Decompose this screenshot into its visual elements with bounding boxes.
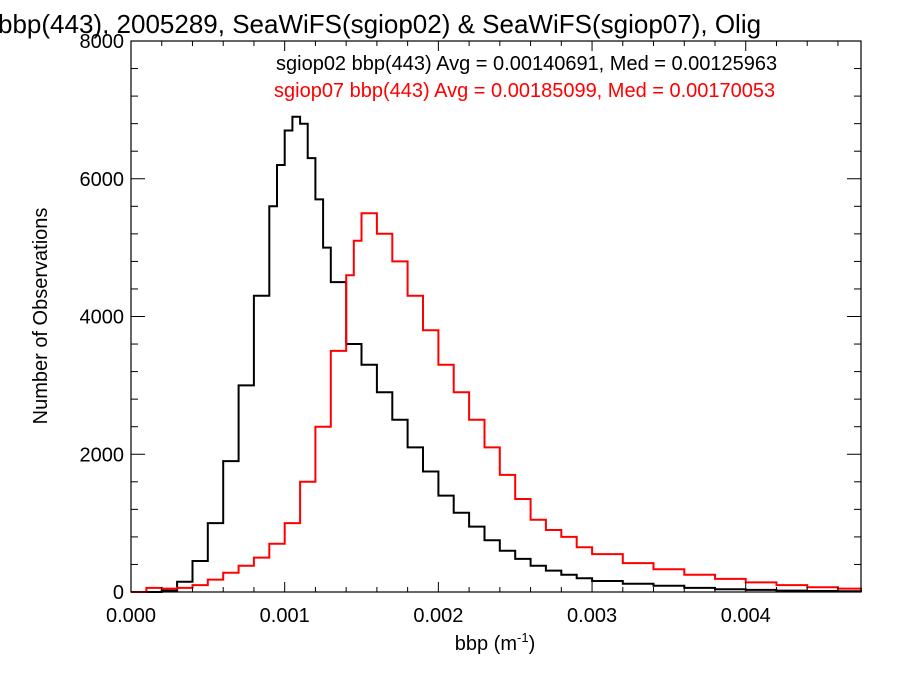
x-tick-label: 0.000 — [106, 605, 156, 627]
x-tick-label: 0.001 — [260, 605, 310, 627]
legend-entry-sgiop02: sgiop02 bbp(443) Avg = 0.00140691, Med =… — [276, 53, 777, 75]
y-tick-label: 0 — [113, 582, 124, 604]
x-axis-label-superscript: -1 — [517, 630, 529, 645]
plot-lines — [131, 115, 862, 593]
y-tick-label: 4000 — [80, 307, 125, 329]
series-line-sgiop07 — [131, 212, 862, 593]
x-axis-label-close: ) — [529, 633, 536, 655]
x-tick-label: 0.003 — [567, 605, 617, 627]
x-tick-label: 0.004 — [721, 605, 771, 627]
y-tick-label: 8000 — [80, 31, 125, 53]
y-axis-label: Number of Observations — [30, 208, 52, 425]
y-tick-label: 6000 — [80, 169, 125, 191]
axes — [130, 40, 862, 593]
series-line-sgiop02 — [131, 115, 862, 593]
y-tick-labels: 0 2000 4000 6000 8000 — [80, 31, 125, 604]
x-tick-labels: 0.000 0.001 0.002 0.003 0.004 — [106, 605, 771, 627]
y-tick-label: 2000 — [80, 444, 125, 466]
legend-entry-sgiop07: sgiop07 bbp(443) Avg = 0.00185099, Med =… — [274, 80, 775, 102]
x-axis-label: bbp (m-1) — [455, 630, 535, 655]
x-axis-label-text: bbp (m — [455, 633, 517, 655]
x-tick-label: 0.002 — [413, 605, 463, 627]
chart-title: bbp(443), 2005289, SeaWiFS(sgiop02) & Se… — [0, 9, 761, 39]
